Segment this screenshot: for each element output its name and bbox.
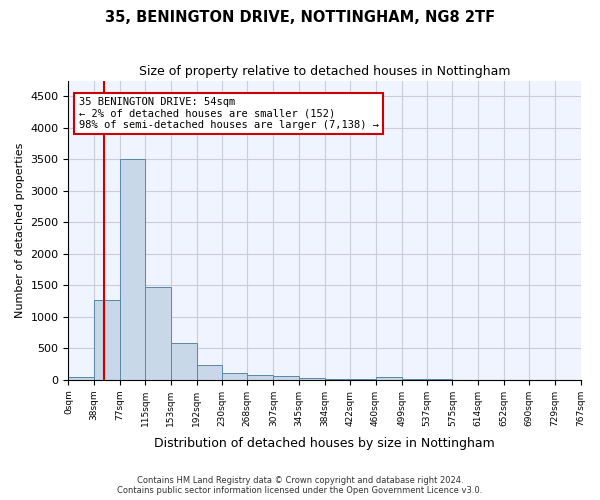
X-axis label: Distribution of detached houses by size in Nottingham: Distribution of detached houses by size … <box>154 437 495 450</box>
Bar <box>170 344 197 380</box>
Bar <box>145 286 170 380</box>
Bar <box>299 378 325 380</box>
Bar <box>350 379 376 380</box>
Bar <box>325 378 350 380</box>
Bar <box>120 160 145 380</box>
Bar <box>247 375 274 380</box>
Text: 35 BENINGTON DRIVE: 54sqm
← 2% of detached houses are smaller (152)
98% of semi-: 35 BENINGTON DRIVE: 54sqm ← 2% of detach… <box>79 97 379 130</box>
Text: Contains HM Land Registry data © Crown copyright and database right 2024.
Contai: Contains HM Land Registry data © Crown c… <box>118 476 482 495</box>
Bar <box>376 376 401 380</box>
Bar <box>401 379 427 380</box>
Y-axis label: Number of detached properties: Number of detached properties <box>15 142 25 318</box>
Bar <box>94 300 120 380</box>
Bar <box>274 376 299 380</box>
Text: 35, BENINGTON DRIVE, NOTTINGHAM, NG8 2TF: 35, BENINGTON DRIVE, NOTTINGHAM, NG8 2TF <box>105 10 495 25</box>
Title: Size of property relative to detached houses in Nottingham: Size of property relative to detached ho… <box>139 65 510 78</box>
Bar <box>197 364 222 380</box>
Bar <box>68 378 94 380</box>
Bar <box>222 372 247 380</box>
